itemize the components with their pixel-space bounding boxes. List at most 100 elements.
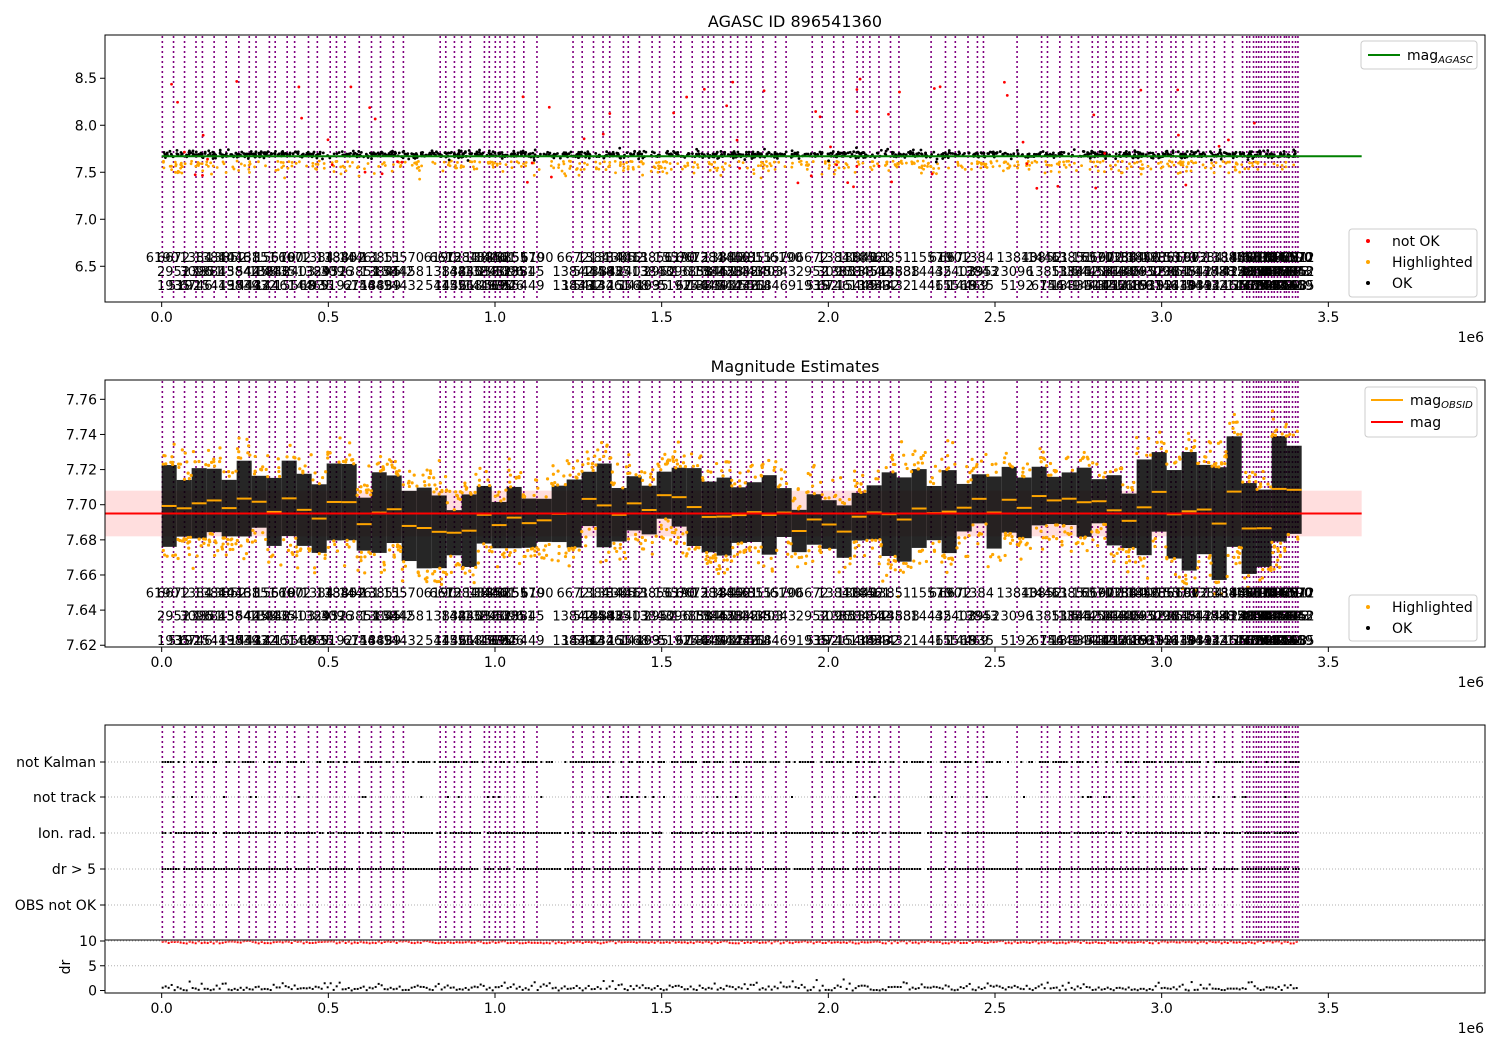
highlighted-point (1209, 166, 1213, 170)
flag-point (457, 832, 460, 834)
highlighted-point (835, 159, 839, 163)
flag-point (1233, 761, 1236, 763)
flag-point (377, 761, 380, 763)
highlighted-point (1145, 576, 1150, 580)
flag-point (375, 868, 377, 870)
flag-point (804, 761, 807, 763)
highlighted-point (1172, 163, 1176, 167)
flag-point (1028, 868, 1031, 870)
ok-point (1104, 157, 1107, 161)
highlighted-point (390, 465, 395, 469)
flag-point (399, 832, 401, 834)
highlighted-point (1101, 159, 1105, 163)
flag-point (356, 761, 359, 763)
highlighted-point (790, 165, 794, 169)
highlighted-point (573, 546, 577, 550)
flag-point (257, 868, 260, 870)
flag-point (1249, 868, 1252, 870)
highlighted-point (445, 572, 449, 576)
flag-point (1071, 761, 1073, 763)
highlighted-point (607, 550, 611, 554)
flag-point (356, 832, 359, 834)
highlighted-point (893, 163, 897, 166)
flag-point (671, 832, 673, 834)
highlighted-point (622, 162, 626, 166)
flag-point (1103, 796, 1105, 798)
highlighted-point (978, 531, 982, 535)
highlighted-point (885, 573, 889, 578)
flag-point (1292, 832, 1295, 834)
not-ok-point (1184, 183, 1188, 187)
flag-point (417, 832, 420, 834)
flag-point (940, 868, 943, 870)
highlighted-point (194, 164, 198, 168)
flag-point (417, 761, 420, 763)
flag-point (943, 761, 945, 763)
flag-point (1231, 832, 1233, 834)
flag-point (196, 868, 199, 870)
ok-point (1242, 151, 1246, 155)
highlighted-point (1121, 547, 1125, 551)
highlighted-point (621, 486, 625, 490)
ok-point (266, 150, 270, 154)
flag-point (1071, 868, 1073, 870)
highlighted-point (1091, 461, 1095, 465)
highlighted-point (285, 455, 289, 459)
highlighted-point (923, 164, 927, 168)
flag-point (1196, 868, 1199, 870)
flag-point (652, 832, 655, 834)
highlighted-point (247, 163, 251, 167)
highlighted-point (519, 471, 523, 475)
highlighted-point (632, 167, 635, 171)
highlighted-point (359, 555, 363, 559)
flag-point (777, 868, 780, 870)
ok-point (1151, 156, 1155, 160)
flag-point (652, 796, 655, 798)
highlighted-point (1193, 439, 1197, 443)
not-ok-point (380, 172, 384, 176)
flag-point (500, 832, 503, 834)
highlighted-point (752, 172, 756, 176)
highlighted-point (1191, 445, 1196, 450)
flag-point (273, 868, 276, 870)
flag-point (905, 868, 908, 870)
highlighted-point (335, 549, 340, 553)
highlighted-point (286, 548, 291, 552)
highlighted-point (173, 553, 178, 557)
highlighted-point (799, 163, 803, 166)
highlighted-point (1170, 160, 1174, 164)
highlighted-point (1080, 164, 1083, 168)
highlighted-point (301, 469, 305, 473)
flag-point (753, 761, 756, 763)
not-ok-point (201, 133, 205, 137)
x-tick-label: 0.5 (317, 310, 339, 326)
flag-point (207, 868, 209, 870)
flag-point (1273, 832, 1276, 834)
ok-point (706, 152, 710, 156)
flag-point (647, 868, 649, 870)
highlighted-point (246, 451, 250, 455)
highlighted-point (1291, 433, 1296, 437)
highlighted-point (804, 561, 808, 566)
flag-point (1215, 761, 1217, 763)
ok-point (583, 151, 587, 155)
highlighted-point (623, 556, 628, 561)
legend-subscript: AGASC (1437, 55, 1473, 66)
flag-point (1292, 761, 1295, 763)
x-tick-label: 0.5 (317, 655, 339, 671)
flag-point (889, 761, 892, 763)
flag-point (585, 868, 588, 870)
highlighted-point (656, 462, 660, 466)
flag-point (551, 868, 553, 870)
flag-point (977, 868, 980, 870)
ok-point (930, 152, 933, 156)
flag-point (439, 832, 441, 834)
flag-point (183, 832, 185, 834)
ok-point (886, 147, 890, 151)
highlighted-point (1113, 468, 1118, 472)
highlighted-point (1292, 163, 1296, 167)
flag-point (1156, 868, 1159, 870)
flag-point (1004, 832, 1007, 834)
flag-point (588, 761, 591, 763)
not-ok-point (685, 95, 689, 99)
